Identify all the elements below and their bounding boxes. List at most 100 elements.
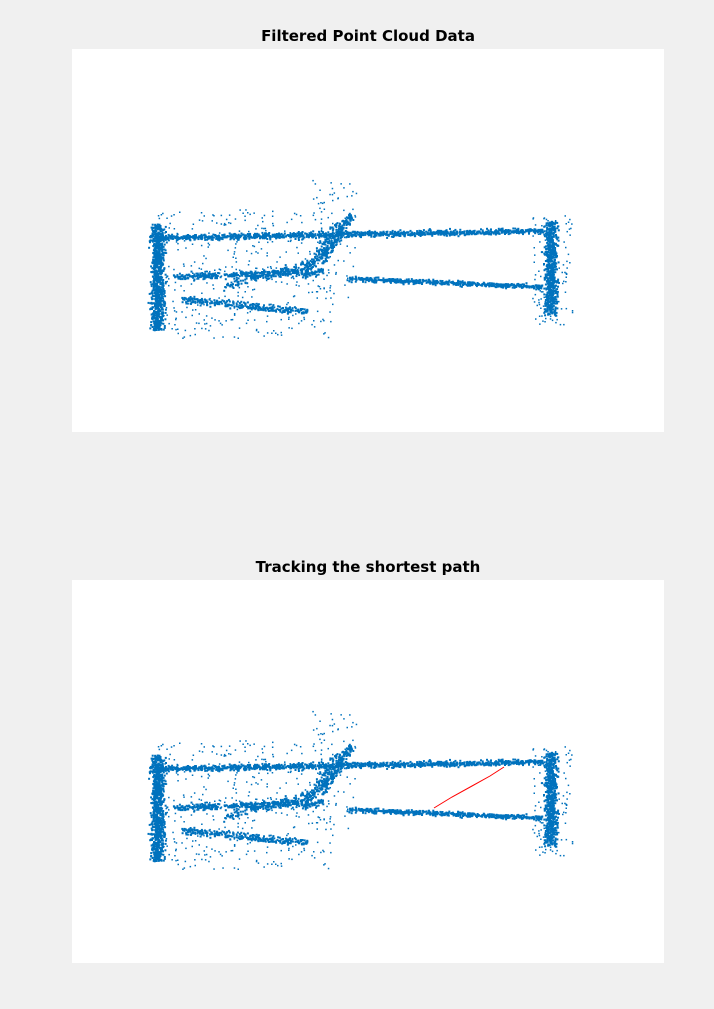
- cloud-point: [219, 322, 222, 325]
- cloud-point: [301, 260, 304, 263]
- cloud-point: [211, 238, 214, 241]
- cloud-point: [457, 279, 460, 282]
- cloud-point: [162, 322, 165, 325]
- cloud-point: [428, 279, 431, 282]
- cloud-point: [539, 231, 542, 234]
- cloud-point: [152, 288, 155, 291]
- cloud-point: [507, 229, 509, 232]
- cloud-point: [158, 223, 161, 226]
- cloud-point: [533, 230, 536, 233]
- cloud-point: [198, 219, 201, 221]
- cloud-point: [166, 275, 169, 278]
- cloud-point: [358, 231, 361, 234]
- cloud-point: [352, 230, 355, 233]
- cloud-point: [158, 246, 160, 248]
- cloud-point: [330, 182, 332, 184]
- cloud-point: [157, 227, 160, 230]
- cloud-point: [235, 272, 238, 275]
- cloud-point: [494, 233, 497, 236]
- cloud-point: [393, 279, 396, 282]
- cloud-point: [158, 308, 161, 311]
- cloud-point: [291, 268, 293, 271]
- cloud-point: [235, 268, 237, 271]
- cloud-point: [519, 285, 521, 288]
- cloud-point: [417, 233, 420, 236]
- cloud-point: [503, 284, 506, 287]
- cloud-point: [567, 221, 570, 223]
- cloud-point: [281, 234, 284, 237]
- cloud-point: [209, 302, 212, 305]
- cloud-point: [389, 233, 392, 235]
- cloud-point: [265, 277, 268, 280]
- cloud-point: [286, 303, 288, 306]
- cloud-point: [545, 287, 548, 290]
- cloud-point: [565, 281, 567, 283]
- cloud-point: [318, 234, 321, 237]
- cloud-point: [310, 268, 313, 271]
- cloud-point: [330, 297, 332, 299]
- cloud-point: [551, 227, 553, 230]
- cloud-point: [326, 245, 329, 247]
- cloud-point: [412, 283, 415, 286]
- cloud-point: [459, 228, 462, 231]
- cloud-point: [288, 235, 291, 237]
- cloud-point: [475, 283, 477, 286]
- cloud-point: [155, 251, 158, 254]
- cloud-point: [158, 240, 161, 243]
- cloud-point: [181, 277, 184, 279]
- cloud-point: [225, 218, 228, 221]
- cloud-point: [160, 276, 163, 279]
- cloud-point: [280, 269, 283, 272]
- cloud-point: [553, 310, 556, 313]
- cloud-point: [208, 232, 210, 234]
- cloud-point: [286, 312, 289, 315]
- cloud-point: [155, 226, 158, 229]
- axes-filtered-point-cloud[interactable]: [72, 49, 664, 432]
- cloud-point: [273, 273, 276, 275]
- cloud-point: [355, 766, 358, 769]
- cloud-point: [163, 325, 166, 327]
- cloud-point: [304, 273, 307, 276]
- cloud-point: [278, 232, 280, 235]
- cloud-point: [212, 233, 215, 236]
- cloud-point: [205, 322, 208, 325]
- cloud-point: [201, 327, 203, 330]
- cloud-point: [291, 309, 294, 312]
- cloud-point: [300, 263, 302, 266]
- cloud-point: [174, 237, 177, 240]
- cloud-point: [161, 290, 164, 293]
- cloud-point: [408, 233, 411, 236]
- cloud-point: [165, 252, 168, 254]
- cloud-point: [554, 290, 557, 293]
- cloud-point: [551, 221, 554, 224]
- cloud-point: [403, 235, 406, 238]
- cloud-point: [212, 272, 215, 275]
- cloud-point: [280, 235, 283, 238]
- cloud-point: [413, 235, 416, 238]
- cloud-point: [266, 252, 268, 254]
- cloud-point: [294, 309, 297, 312]
- cloud-point: [545, 276, 548, 279]
- cloud-point: [253, 245, 256, 248]
- cloud-point: [391, 278, 394, 280]
- cloud-point: [371, 231, 374, 234]
- axes-shortest-path[interactable]: [72, 580, 664, 963]
- cloud-point: [168, 265, 170, 268]
- cloud-point: [508, 285, 511, 288]
- cloud-point: [208, 274, 211, 277]
- cloud-point: [261, 235, 264, 238]
- cloud-point: [323, 241, 326, 244]
- cloud-point: [299, 215, 302, 217]
- cloud-point: [355, 276, 358, 279]
- cloud-point: [332, 230, 334, 232]
- cloud-point: [395, 234, 397, 237]
- cloud-point: [251, 303, 254, 306]
- cloud-point: [554, 306, 557, 309]
- cloud-point: [201, 292, 203, 294]
- cloud-point: [550, 221, 553, 224]
- cloud-point: [399, 229, 402, 232]
- cloud-point: [183, 265, 185, 267]
- cloud-point: [404, 233, 407, 236]
- cloud-point: [320, 233, 322, 236]
- cloud-point: [255, 302, 258, 305]
